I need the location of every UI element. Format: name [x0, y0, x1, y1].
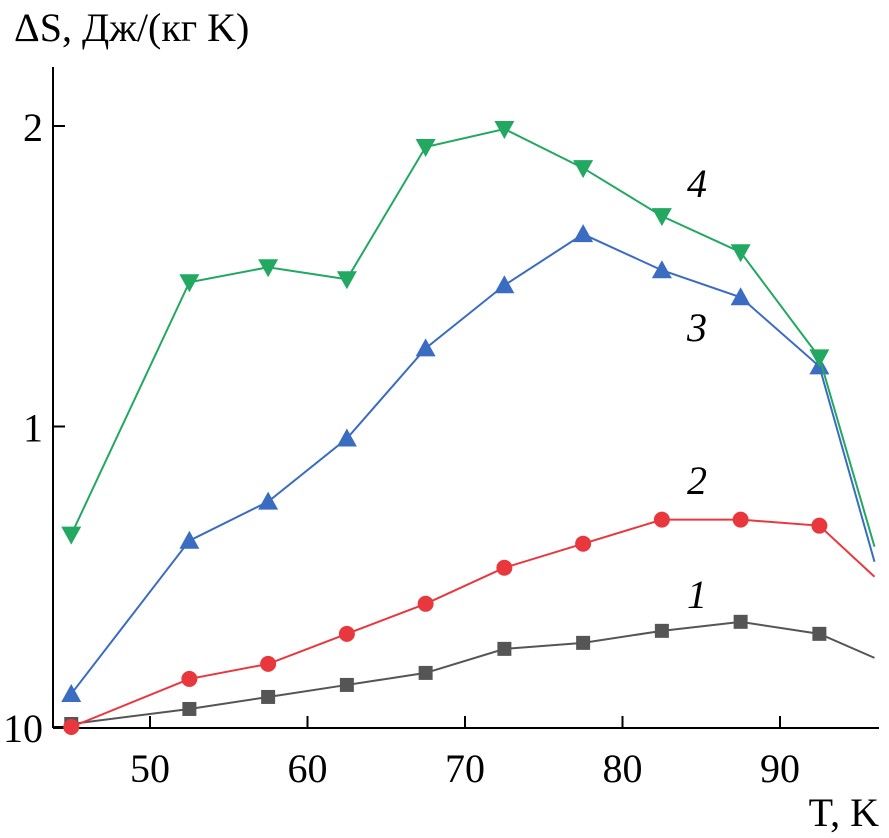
- series-2-point: [653, 511, 670, 528]
- series-2-point: [496, 559, 513, 576]
- series-1-point: [182, 701, 197, 716]
- series-1-label: 1: [687, 572, 707, 617]
- series-1-point: [733, 614, 748, 629]
- series-3-point: [336, 428, 357, 447]
- ticks: 50 60 70 80 90 10 1 2: [3, 105, 800, 791]
- x-tick-label: 50: [130, 746, 170, 791]
- series-2-label: 2: [687, 458, 707, 503]
- series-2-point: [811, 517, 828, 534]
- x-axis-title: T, K: [809, 790, 879, 835]
- series-labels: 1 2 3 4: [686, 161, 707, 617]
- series-3-point: [61, 683, 82, 702]
- series-2-point: [575, 535, 592, 552]
- series-3-point: [494, 275, 515, 294]
- series-4-point: [336, 271, 357, 290]
- x-tick-label: 80: [603, 746, 643, 791]
- series-3-point: [179, 530, 200, 549]
- series-3: [61, 224, 876, 702]
- series-2-point: [181, 670, 198, 687]
- x-tick-label: 60: [288, 746, 328, 791]
- series-4-point: [258, 259, 279, 278]
- series-4-point: [730, 244, 751, 263]
- series-4-point: [809, 349, 830, 368]
- series-3-point: [651, 260, 672, 279]
- series-4-point: [651, 208, 672, 227]
- series-4-point: [61, 526, 82, 545]
- series-1-point: [654, 623, 669, 638]
- series-1-point: [497, 641, 512, 656]
- series-3-label: 3: [686, 305, 707, 350]
- series-2-point: [732, 511, 749, 528]
- series-3-point: [573, 224, 594, 243]
- series-2-point: [338, 625, 355, 642]
- series-1-point: [576, 635, 591, 650]
- series-2-point: [260, 655, 277, 672]
- series-3-line: [70, 233, 876, 695]
- series-3-point: [730, 287, 751, 306]
- y-axis-title: ΔS, Дж/(кг K): [14, 5, 249, 50]
- series-1-point: [418, 665, 433, 680]
- series-1-point: [812, 626, 827, 641]
- series-4-label: 4: [687, 161, 707, 206]
- x-tick-label: 70: [445, 746, 485, 791]
- series-4-point: [573, 160, 594, 179]
- series-layer: [61, 121, 876, 735]
- y-tick-label: 1: [23, 406, 43, 451]
- series-2-point: [63, 719, 80, 735]
- series-3-point: [258, 491, 279, 510]
- series-3-point: [415, 338, 436, 357]
- series-4-point: [179, 274, 200, 293]
- series-4-line: [70, 127, 876, 547]
- series-1-point: [261, 689, 276, 704]
- series-4: [61, 121, 876, 547]
- series-2-point: [417, 595, 434, 612]
- y-tick-label: 2: [23, 105, 43, 150]
- x-tick-label: 90: [760, 746, 800, 791]
- series-1-point: [339, 677, 354, 692]
- series-2: [63, 511, 876, 735]
- series-4-point: [494, 121, 515, 140]
- y-tick-label: 10: [3, 706, 43, 751]
- series-4-point: [415, 139, 436, 158]
